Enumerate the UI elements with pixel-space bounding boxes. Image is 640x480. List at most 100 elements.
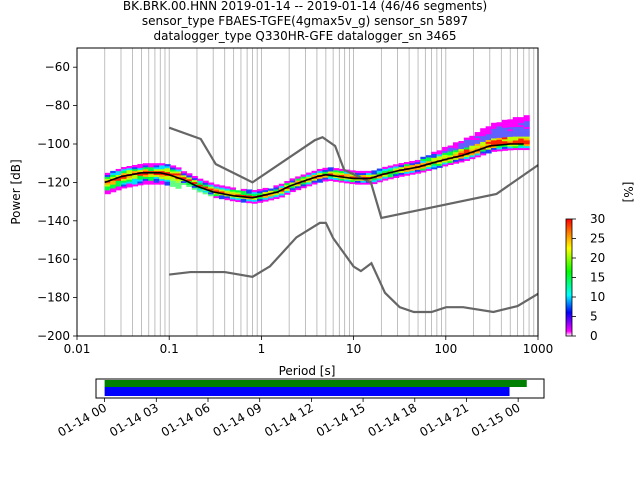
heatmap-cell	[311, 174, 318, 177]
heatmap-cell	[371, 181, 378, 185]
heatmap-cell	[137, 173, 144, 176]
heatmap-cell	[262, 195, 269, 198]
heatmap-cell	[469, 149, 476, 152]
heatmap-cell	[507, 119, 514, 122]
heatmap-cell	[164, 181, 171, 184]
heatmap-cell	[262, 187, 269, 191]
heatmap-cell	[316, 180, 323, 183]
heatmap-cell	[316, 168, 323, 172]
coverage-bar-green	[104, 380, 527, 387]
heatmap-cell	[240, 188, 247, 192]
heatmap-cell	[496, 131, 503, 135]
heatmap-cell	[523, 144, 530, 147]
heatmap-cell	[463, 137, 470, 140]
heatmap-cell	[311, 178, 318, 181]
heatmap-cell	[153, 176, 160, 179]
heatmap-cell	[447, 158, 454, 162]
heatmap-cell	[365, 178, 372, 181]
heatmap-cell	[518, 132, 525, 135]
heatmap-cell	[431, 153, 438, 156]
heatmap-cell	[208, 184, 215, 187]
colorbar-tick-label: 0	[590, 329, 598, 343]
heatmap-cell	[197, 182, 204, 185]
heatmap-cell	[387, 165, 394, 168]
heatmap-cell	[289, 186, 296, 189]
heatmap-cell	[404, 173, 411, 176]
heatmap-cell	[186, 173, 193, 176]
heatmap-cell	[436, 156, 443, 159]
heatmap-cell	[126, 177, 133, 180]
heatmap-cell	[110, 184, 117, 187]
heatmap-cell	[512, 126, 519, 129]
heatmap-cell	[458, 144, 465, 148]
heatmap-cell	[431, 163, 438, 166]
heatmap-cell	[257, 191, 264, 194]
heatmap-cell	[126, 185, 133, 188]
heatmap-cell	[518, 126, 525, 129]
heatmap-cell	[496, 126, 503, 129]
heatmap-cell	[295, 176, 302, 179]
colorbar-tick-label: 15	[590, 271, 605, 285]
heatmap-cell	[300, 184, 307, 187]
heatmap-cell	[431, 165, 438, 168]
heatmap-cell	[496, 147, 503, 150]
heatmap-cell	[474, 151, 481, 154]
heatmap-cell	[278, 187, 285, 190]
heatmap-cell	[333, 177, 340, 180]
heatmap-cell	[436, 161, 443, 165]
heatmap-cell	[501, 146, 508, 149]
heatmap-cell	[142, 182, 149, 185]
heatmap-cell	[507, 136, 514, 139]
heatmap-cell	[104, 188, 111, 191]
heatmap-cell	[507, 128, 514, 132]
heatmap-cell	[104, 190, 111, 193]
heatmap-cell	[404, 169, 411, 172]
heatmap-cell	[349, 176, 356, 179]
heatmap-cell	[501, 125, 508, 128]
heatmap-cell	[491, 141, 498, 145]
heatmap-cell	[235, 194, 242, 197]
heatmap-cell	[420, 156, 427, 160]
heatmap-cell	[501, 133, 508, 136]
heatmap-cell	[306, 174, 313, 177]
heatmap-cell	[452, 142, 460, 145]
heatmap-cell	[491, 147, 498, 150]
y-tick-label: −60	[45, 60, 70, 74]
heatmap-cell	[224, 196, 231, 199]
heatmap-cell	[131, 166, 139, 170]
x-tick-label: 1000	[523, 342, 554, 356]
heatmap-cell	[295, 187, 302, 191]
heatmap-cell	[501, 135, 508, 138]
heatmap-cell	[523, 142, 530, 145]
heatmap-cell	[159, 167, 166, 170]
heatmap-cell	[425, 166, 432, 169]
heatmap-cell	[251, 197, 258, 200]
heatmap-cell	[186, 175, 193, 178]
heatmap-cell	[322, 179, 329, 182]
heatmap-cell	[420, 160, 427, 163]
heatmap-cell	[131, 170, 139, 173]
heatmap-cell	[523, 122, 530, 126]
heatmap-cell	[360, 182, 367, 185]
heatmap-cell	[175, 180, 182, 184]
heatmap-cell	[273, 187, 280, 190]
heatmap-cell	[137, 175, 144, 178]
x-axis-label: Period [s]	[279, 364, 336, 378]
heatmap-cell	[344, 175, 351, 178]
heatmap-cell	[115, 172, 122, 175]
heatmap-cell	[131, 182, 139, 185]
coverage-tick-label: 01-14 09	[210, 400, 264, 439]
heatmap-cell	[485, 139, 492, 142]
x-tick-label: 10	[346, 342, 361, 356]
heatmap-cell	[469, 145, 476, 148]
plot-frame	[76, 47, 539, 337]
heatmap-cell	[213, 190, 220, 193]
heatmap-cell	[452, 146, 460, 149]
heatmap-cell	[180, 173, 187, 176]
heatmap-cell	[153, 168, 160, 172]
heatmap-cell	[518, 120, 525, 124]
heatmap-cell	[485, 133, 492, 137]
heatmap-cell	[387, 167, 394, 170]
heatmap-cell	[425, 164, 432, 168]
heatmap-cell	[507, 146, 514, 149]
